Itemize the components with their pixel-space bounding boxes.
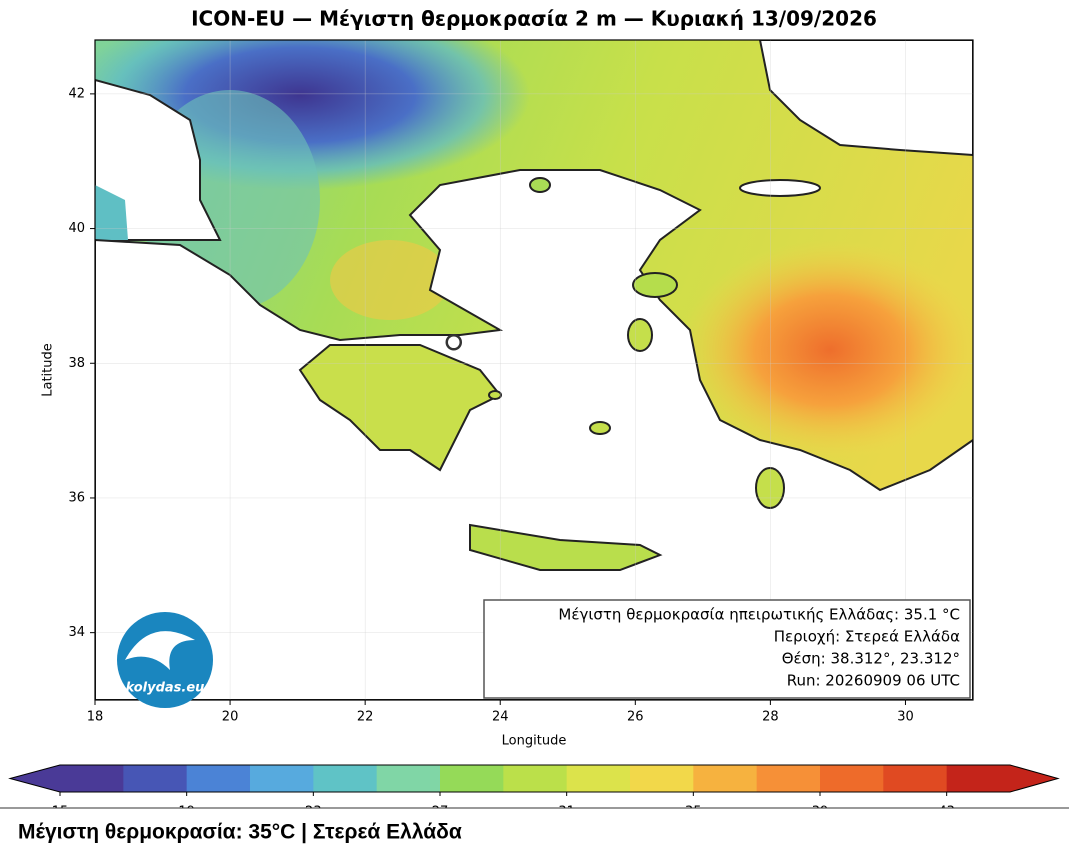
colorbar-tick-label: 27 <box>432 805 449 820</box>
colorbar-tick-label: 35 <box>685 805 702 820</box>
info-box: Μέγιστη θερμοκρασία ηπειρωτικής Ελλάδας:… <box>483 599 971 699</box>
location-marker <box>445 334 463 351</box>
colorbar-bin <box>946 765 1011 792</box>
plot-frame <box>94 39 974 701</box>
colorbar-tick-label: 19 <box>178 805 195 820</box>
colorbar-bin <box>186 765 251 792</box>
colorbar-bin <box>630 765 694 792</box>
colorbar-tick-label: 15 <box>52 805 69 820</box>
info-line: Run: 20260909 06 UTC <box>787 672 960 690</box>
colorbar-bin <box>376 765 441 792</box>
info-line: Θέση: 38.312°, 23.312° <box>782 650 960 668</box>
y-axis-label: Latitude <box>41 343 56 397</box>
colorbar: 15 19 23 27 31 35 39 43 <box>8 764 1060 820</box>
info-line: Περιοχή: Στερεά Ελλάδα <box>774 628 960 646</box>
y-tick-label: 38 <box>68 356 85 371</box>
x-tick-label: 30 <box>897 710 914 725</box>
y-tick-label: 42 <box>68 86 85 101</box>
x-tick-label: 22 <box>357 710 374 725</box>
y-tick-label: 34 <box>68 625 85 640</box>
y-tick-label: 36 <box>68 490 85 505</box>
logo-wave <box>125 631 195 670</box>
map-area <box>95 40 973 700</box>
colorbar-bin <box>123 765 188 792</box>
info-box-frame <box>483 599 971 699</box>
caption: Μέγιστη θερμοκρασία: 35°C | Στερεά Ελλάδ… <box>18 821 462 844</box>
y-tick-label: 40 <box>68 221 85 236</box>
info-line: Μέγιστη θερμοκρασία ηπειρωτικής Ελλάδας:… <box>558 606 960 624</box>
colorbar-tick-label: 39 <box>812 805 829 820</box>
colorbar-bin <box>313 765 378 792</box>
colorbar-tick-label: 31 <box>558 805 575 820</box>
colorbar-bin <box>693 765 758 792</box>
colorbar-arrow <box>10 765 60 792</box>
x-tick-label: 28 <box>762 710 779 725</box>
colorbar-tick-label: 23 <box>305 805 322 820</box>
colorbar-bin <box>883 765 948 792</box>
x-tick-label: 24 <box>492 710 509 725</box>
x-axis-label: Longitude <box>502 734 567 749</box>
x-tick-label: 26 <box>627 710 644 725</box>
colorbar-bin <box>756 765 821 792</box>
title: ICON-EU — Μέγιστη θερμοκρασία 2 m — Κυρι… <box>191 7 877 31</box>
colorbar-bin <box>503 765 568 792</box>
colorbar-bin <box>440 765 504 792</box>
logo-text: kolydas.eu <box>126 681 205 696</box>
logo: kolydas.eu <box>117 612 213 708</box>
colorbar-frame <box>8 764 1060 793</box>
colorbar-arrow <box>1010 765 1058 792</box>
colorbar-bin <box>250 765 314 792</box>
colorbar-tick-label: 43 <box>938 805 955 820</box>
x-tick-label: 20 <box>222 710 239 725</box>
colorbar-bin <box>566 765 631 792</box>
axes: 18 20 22 24 26 28 30 34 36 38 40 42 <box>68 40 973 725</box>
colorbar-bin <box>60 765 124 792</box>
colorbar-bin <box>820 765 884 792</box>
x-tick-label: 18 <box>87 710 104 725</box>
